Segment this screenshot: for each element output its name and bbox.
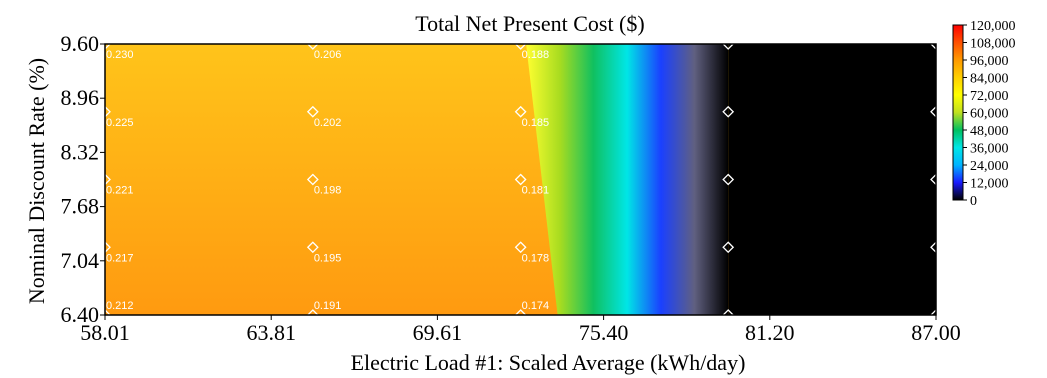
- x-tick-label: 81.20: [745, 320, 795, 345]
- colorbar-tick-label: 60,000: [970, 107, 1009, 122]
- sample-point-label: 0.212: [106, 300, 134, 312]
- colorbar: [952, 24, 964, 201]
- plot-frame: [104, 43, 937, 316]
- surface-zero-region: [728, 44, 936, 315]
- sample-point-label: 0.178: [522, 252, 550, 264]
- x-axis-label: Electric Load #1: Scaled Average (kWh/da…: [351, 350, 746, 375]
- x-tick-label: 69.61: [413, 320, 463, 345]
- sample-point-label: 0.230: [106, 49, 134, 61]
- sample-point-marker: [306, 105, 319, 118]
- sample-point-marker: [306, 173, 319, 186]
- sample-point-label: 0.174: [522, 300, 550, 312]
- x-tick-label: 63.81: [246, 320, 296, 345]
- colorbar-tick-label: 108,000: [970, 37, 1016, 52]
- sample-point-label: 0.188: [522, 49, 550, 61]
- surface-transition-band: [526, 44, 729, 315]
- y-tick-label: 7.68: [61, 194, 100, 219]
- sample-point-marker: [722, 173, 735, 186]
- y-tick-label: 8.32: [61, 139, 100, 164]
- sample-point-label: 0.202: [314, 117, 342, 129]
- y-axis-label: Nominal Discount Rate (%): [24, 58, 49, 304]
- sample-point-marker: [514, 173, 527, 186]
- sample-point-marker: [514, 38, 527, 50]
- colorbar-tick-label: 96,000: [970, 54, 1009, 69]
- y-tick-label: 6.40: [61, 302, 100, 327]
- sample-point-marker: [722, 38, 735, 50]
- x-tick-label: 87.00: [911, 320, 961, 345]
- colorbar-tick-label: 72,000: [970, 89, 1009, 104]
- sample-point-marker: [306, 309, 319, 321]
- colorbar-scale: [952, 24, 964, 201]
- colorbar-tick-label: 120,000: [970, 19, 1016, 34]
- colorbar-tick-label: 84,000: [970, 72, 1009, 87]
- plot-area: [105, 44, 936, 315]
- sample-point-label: 0.225: [106, 117, 134, 129]
- x-tick-label: 75.40: [579, 320, 629, 345]
- sample-point-label: 0.195: [314, 252, 342, 264]
- colorbar-tick-label: 36,000: [970, 142, 1009, 157]
- sample-point-label: 0.198: [314, 185, 342, 197]
- colorbar-tick-label: 12,000: [970, 177, 1009, 192]
- sample-points: 0.230 0.225 0.221 0.217 0.212 0.206 0.202 0.198…: [99, 38, 942, 321]
- sample-point-marker: [514, 105, 527, 118]
- sample-point-label: 0.191: [314, 300, 342, 312]
- colorbar-tick-label: 0: [970, 194, 977, 209]
- sample-point-marker: [514, 309, 527, 321]
- chart-title: Total Net Present Cost ($): [415, 11, 644, 36]
- y-tick-label: 7.04: [61, 248, 100, 273]
- colorbar-tick-label: 48,000: [970, 124, 1009, 139]
- sample-point-marker: [306, 241, 319, 254]
- sample-point-marker: [722, 309, 735, 321]
- y-tick-label: 8.96: [61, 85, 100, 110]
- sample-point-marker: [722, 105, 735, 118]
- x-tick-label: 58.01: [80, 320, 130, 345]
- sample-point-label: 0.221: [106, 185, 134, 197]
- sample-point-marker: [306, 38, 319, 50]
- colorbar-tick-label: 24,000: [970, 159, 1009, 174]
- sample-point-label: 0.206: [314, 49, 342, 61]
- colorbar-ticks: 120,000 108,000 96,000 84,000 72,000 60,000 48…: [963, 19, 1016, 209]
- sample-point-label: 0.185: [522, 117, 550, 129]
- sample-point-label: 0.217: [106, 252, 134, 264]
- y-axis-ticks: 6.40 7.04 7.68 8.32 8.96 9.60: [61, 31, 105, 327]
- sample-point-label: 0.181: [522, 185, 550, 197]
- y-tick-label: 9.60: [61, 31, 100, 56]
- sample-point-marker: [722, 241, 735, 254]
- x-axis-ticks: 58.01 63.81 69.61 75.40 81.20 87.00: [80, 315, 961, 345]
- sample-point-marker: [514, 241, 527, 254]
